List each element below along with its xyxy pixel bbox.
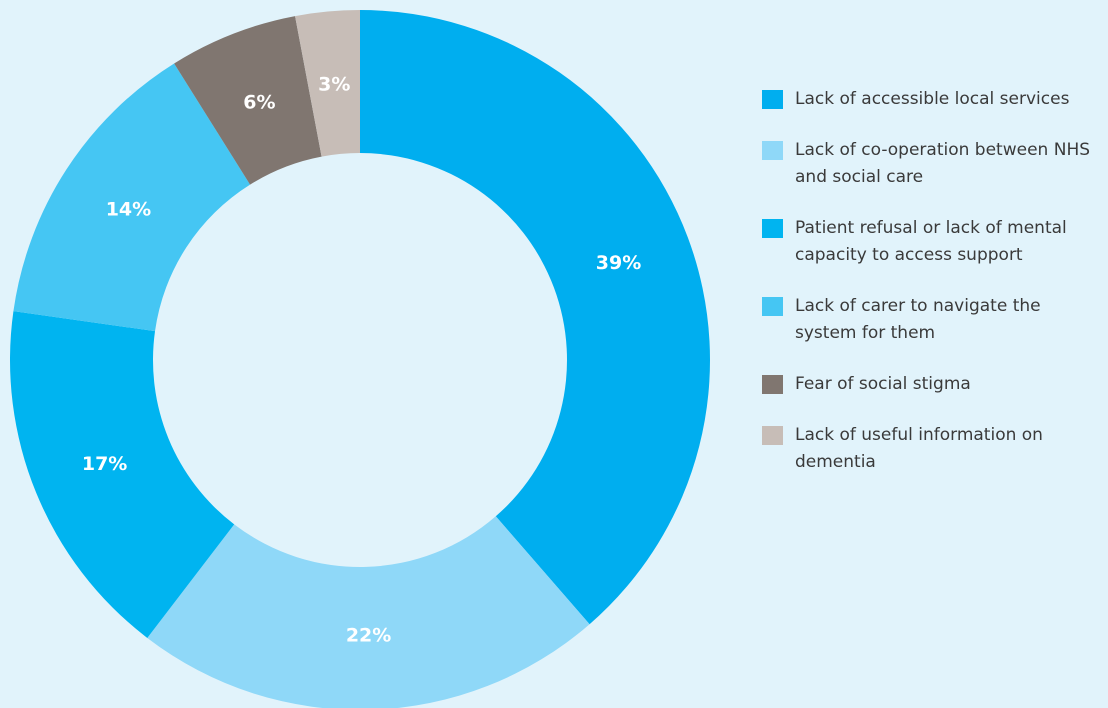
donut-slice [147, 516, 590, 708]
legend-item: Lack of useful information on dementia [762, 422, 1102, 476]
slice-label: 14% [106, 198, 151, 220]
legend-item: Patient refusal or lack of mental capaci… [762, 215, 1102, 269]
donut-slice [13, 63, 251, 332]
legend: Lack of accessible local services Lack of… [762, 86, 1102, 476]
legend-swatch [762, 297, 783, 316]
slice-label: 39% [596, 252, 641, 274]
legend-item: Lack of carer to navigate the system for… [762, 293, 1102, 347]
slice-label: 17% [82, 453, 127, 475]
slice-label: 3% [318, 74, 350, 96]
legend-item: Lack of accessible local services [762, 86, 1102, 113]
donut-slice [174, 16, 322, 185]
legend-label: Fear of social stigma [795, 374, 971, 394]
legend-swatch [762, 141, 783, 160]
donut-slice [360, 10, 710, 625]
legend-swatch [762, 90, 783, 109]
donut-slice [9, 311, 235, 638]
legend-swatch [762, 375, 783, 394]
donut-chart: 39% 22% 17% 14% 6% 3% [9, 10, 710, 708]
legend-label: Lack of co-operation between NHS and soc… [795, 140, 1091, 187]
legend-swatch [762, 426, 783, 445]
legend-swatch [762, 219, 783, 238]
slice-label: 6% [243, 92, 275, 114]
slice-label: 22% [346, 624, 391, 646]
legend-label: Lack of accessible local services [795, 89, 1070, 109]
donut-slice [295, 10, 360, 157]
legend-item: Lack of co-operation between NHS and soc… [762, 137, 1102, 191]
legend-label: Lack of carer to navigate the system for… [795, 296, 1041, 343]
legend-label: Patient refusal or lack of mental capaci… [795, 218, 1067, 265]
legend-item: Fear of social stigma [762, 371, 1102, 398]
legend-label: Lack of useful information on dementia [795, 425, 1043, 472]
